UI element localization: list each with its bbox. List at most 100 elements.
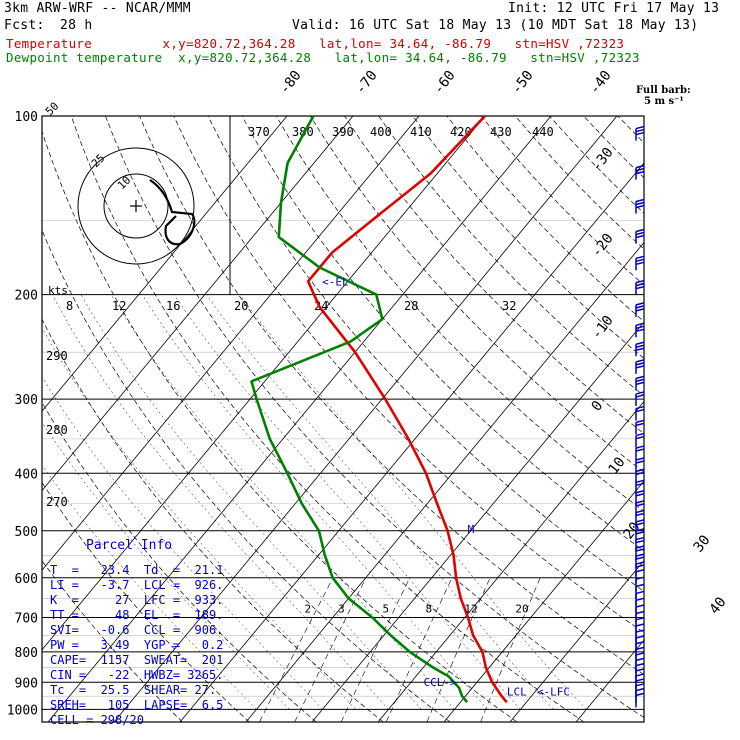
- wind-barb-flag: [635, 539, 645, 544]
- wind-barb-flag: [635, 519, 645, 523]
- wind-barb-flag: [635, 365, 645, 369]
- mixing-ratio-line: [426, 577, 491, 722]
- moist-adiabat: [173, 294, 521, 710]
- isotherm-line: [42, 116, 288, 412]
- wind-barb-flag: [635, 490, 645, 494]
- plot-frame: [41, 115, 645, 723]
- wind-barb-flag: [635, 471, 645, 476]
- hodograph-ring-label: 25: [89, 152, 108, 171]
- moist-adiabat: [206, 294, 554, 710]
- dry-adiabats: [42, 116, 644, 722]
- wind-barb-flag: [635, 448, 645, 452]
- init-time: Init: 12 UTC Fri 17 May 13: [508, 1, 720, 16]
- wind-barb-flag: [635, 285, 645, 290]
- profile-annotation: M: [468, 523, 475, 536]
- dewpoint-profile: [250, 115, 469, 703]
- wind-barb-flag: [635, 128, 645, 133]
- pressure-label: 100: [15, 110, 38, 125]
- wind-barb-flag: [635, 198, 645, 203]
- wind-barb-flag: [635, 381, 645, 386]
- wind-barb-flag: [635, 167, 645, 172]
- isotherm-label: 0: [589, 398, 607, 414]
- wind-barb-flag: [635, 479, 645, 484]
- hodograph-axis-label: 12: [112, 299, 126, 313]
- profile-annotation: LCL: [507, 686, 527, 699]
- hodograph-ring: [103, 173, 169, 239]
- isotherm-line: [311, 321, 644, 722]
- parcel-row: TT = 48 EL = 189.: [50, 608, 224, 622]
- wind-barb-flag: [635, 604, 645, 608]
- moist-adiabat: [239, 294, 587, 710]
- hodograph-axis-label: 20: [234, 299, 248, 313]
- mixing-ratio-label: 5: [383, 603, 390, 616]
- wind-barb-flag: [635, 500, 645, 504]
- parcel-row: CIN = -22 HWBZ= 3265.: [50, 668, 224, 682]
- dry-adiabat: [344, 116, 644, 435]
- wind-key-line: Full barb:: [636, 85, 691, 96]
- wind-barb-flag: [635, 255, 645, 260]
- mixing-ratio-label: 3: [338, 603, 345, 616]
- isotherm-line: [113, 116, 618, 722]
- wind-barb-flag: [635, 629, 645, 633]
- isotherm-label: 10: [606, 454, 629, 477]
- isotherm-line: [42, 116, 486, 651]
- wind-barb-flag: [635, 408, 645, 413]
- mixing-ratio-line: [294, 577, 367, 722]
- isotherm-line: [47, 116, 552, 722]
- moist-adiabat: [42, 421, 290, 710]
- wind-barb-flag: [635, 362, 645, 366]
- pressure-label: 800: [15, 646, 38, 661]
- parcel-row: LI = -3.7 LCL = 926.: [50, 578, 224, 592]
- wind-barb-flag: [635, 668, 645, 672]
- wind-barb-flag: [635, 623, 645, 627]
- wind-barb-flag: [635, 528, 645, 532]
- isotherm-label: -50: [509, 68, 537, 98]
- mixing-ratio-lines: [259, 577, 541, 722]
- wind-barb-flag: [635, 583, 645, 588]
- parcel-row: SVI= -0.6 CCL = 906.: [50, 623, 224, 637]
- wind-barb-flag: [635, 482, 645, 487]
- mixing-ratio-label: 8: [426, 603, 433, 616]
- theta-label: 400: [370, 125, 392, 139]
- wind-barb-flag: [635, 493, 645, 497]
- dry-adiabat: [310, 116, 644, 473]
- wind-barb-flag: [635, 662, 645, 667]
- wind-key-line: 5 m s⁻¹: [644, 96, 684, 107]
- wind-barb-flag: [635, 512, 645, 517]
- wind-barb-flag: [635, 279, 645, 284]
- pressure-label: 300: [15, 393, 38, 408]
- isotherm-label: -40: [587, 68, 615, 98]
- mixing-ratio-line: [340, 577, 410, 722]
- wind-barb-flag: [635, 548, 645, 552]
- pressure-label: 200: [15, 289, 38, 304]
- profile-series: [250, 115, 508, 703]
- pressure-label: 500: [15, 525, 38, 540]
- wind-barb-flag: [635, 305, 645, 309]
- wind-barb-flag: [635, 678, 645, 682]
- wind-barb-flag: [635, 692, 645, 697]
- wind-barb-flag: [635, 445, 645, 449]
- isotherm-label: 40: [707, 594, 730, 617]
- dewpoint-legend: Dewpoint temperature x,y=820.72,364.28 l…: [6, 50, 640, 65]
- valid-time: Valid: 16 UTC Sat 18 May 13 (10 MDT Sat …: [292, 18, 699, 33]
- wind-barb-flag: [635, 378, 645, 383]
- dry-adiabat: [515, 116, 644, 250]
- dry-adiabat: [378, 116, 644, 397]
- wind-barb-flag: [635, 657, 645, 662]
- wind-barb-flag: [635, 468, 645, 473]
- wind-barb-flag: [635, 673, 645, 677]
- dry-adiabat: [139, 116, 644, 676]
- wind-barb-flag: [635, 419, 645, 424]
- temperature-legend: Temperature x,y=820.72,364.28 lat,lon= 3…: [6, 36, 625, 51]
- dry-adiabat: [70, 116, 585, 722]
- hodograph-axis-label: 28: [404, 299, 418, 313]
- wind-barb-flag: [635, 522, 645, 526]
- mixing-ratio-line: [259, 577, 334, 722]
- isotherm-label: -10: [589, 313, 617, 343]
- wind-barb-flag: [635, 164, 645, 169]
- isotherm-line: [42, 116, 420, 571]
- dry-adiabat: [480, 116, 644, 286]
- isotherm-line: [509, 559, 644, 722]
